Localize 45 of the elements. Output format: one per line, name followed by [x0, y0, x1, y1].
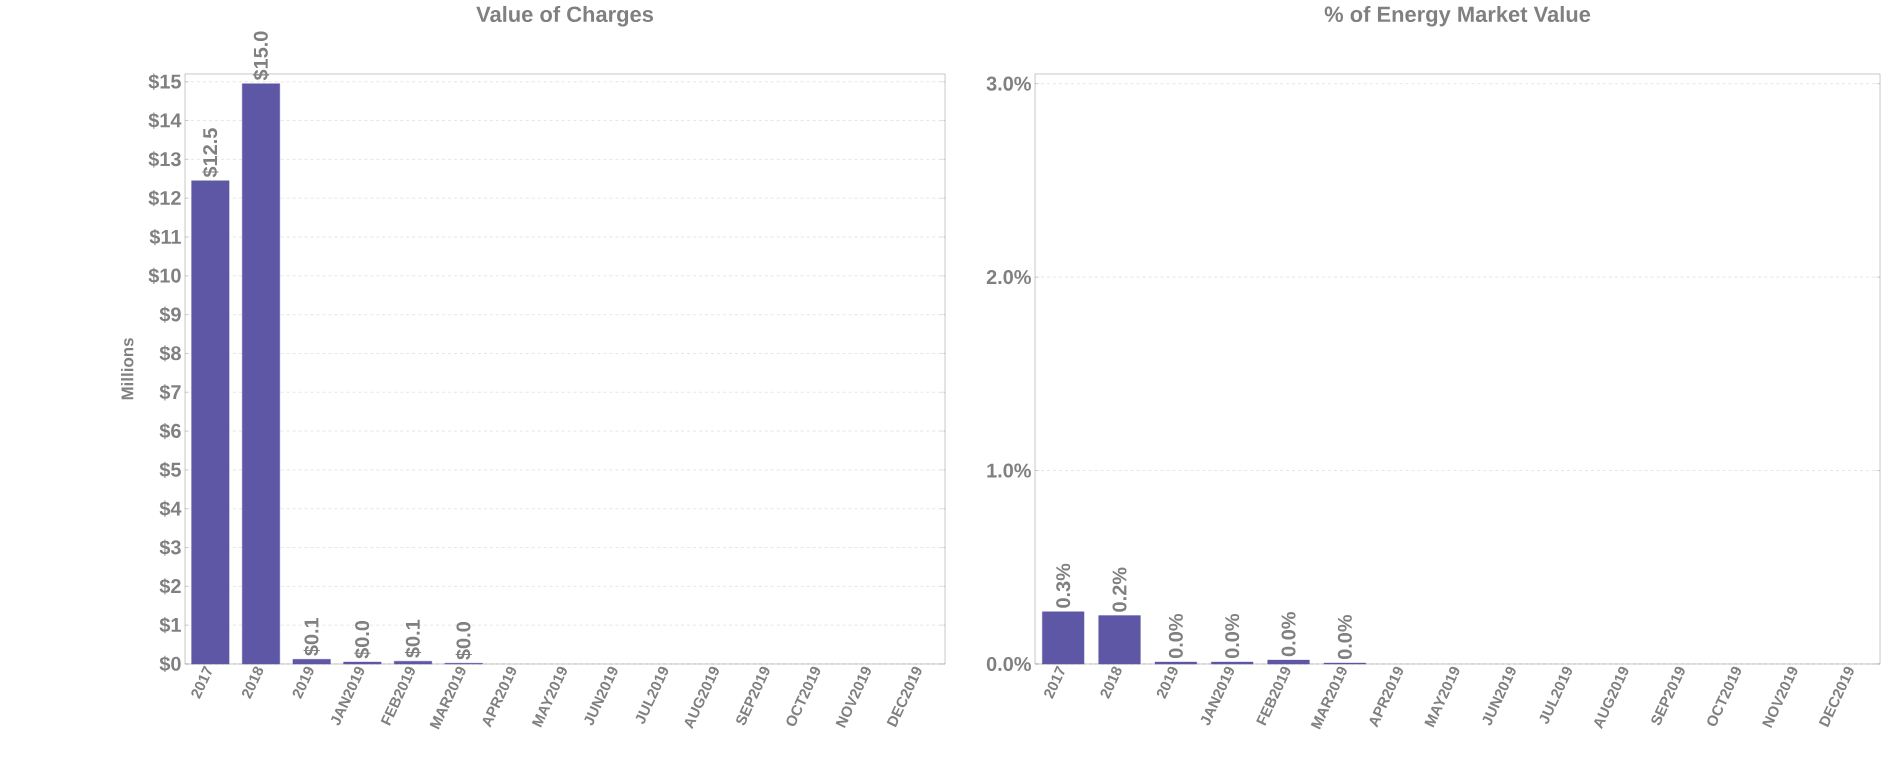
data-label: 0.0% — [1337, 614, 1352, 660]
y-tick-label: 2.0% — [986, 270, 1031, 285]
y-tick-label: $14 — [148, 112, 182, 129]
data-label: $0.0 — [455, 622, 472, 660]
bar — [242, 83, 280, 665]
x-tick-label: 2017 — [191, 665, 212, 700]
y-tick-label: $1 — [159, 617, 181, 634]
y-tick-label: 1.0% — [987, 463, 1031, 478]
chart-title: Value of Charges — [476, 5, 654, 27]
data-label: $0.1 — [404, 619, 422, 658]
y-tick-label: $5 — [159, 461, 181, 479]
data-label: 0.3% — [1056, 563, 1071, 608]
y-tick-label: $7 — [159, 384, 181, 401]
x-tick-label: 2018 — [241, 666, 264, 700]
data-label: $0.1 — [303, 617, 320, 656]
bar — [394, 661, 432, 665]
y-tick-label: $4 — [159, 500, 182, 517]
y-tick-label: $9 — [159, 306, 181, 323]
y-tick-label: $3 — [159, 539, 181, 556]
x-tick-label: 2019 — [1156, 666, 1178, 700]
x-tick-label: 2019 — [292, 666, 314, 700]
x-tick-label: 2017 — [1044, 665, 1065, 700]
y-tick-label: $8 — [159, 345, 181, 362]
y-tick-label: $13 — [148, 151, 181, 168]
bar — [292, 659, 331, 665]
chart-title: % of Energy Market Value — [1324, 5, 1591, 27]
data-label: 0.2% — [1112, 567, 1127, 612]
y-axis-title: Millions — [120, 338, 134, 400]
y-tick-label: $11 — [149, 228, 181, 246]
data-label: 0.0% — [1225, 613, 1240, 659]
bar — [191, 180, 230, 665]
y-tick-label: 3.0% — [986, 76, 1031, 91]
data-label: 0.0% — [1168, 613, 1183, 659]
x-tick-label: 2018 — [1100, 666, 1122, 700]
y-tick-label: $15 — [148, 73, 181, 90]
y-tick-label: $10 — [148, 267, 181, 284]
data-label: 0.0% — [1281, 612, 1296, 657]
y-tick-label: $2 — [159, 578, 181, 595]
y-tick-label: $6 — [159, 422, 181, 440]
y-tick-label: $0 — [159, 655, 181, 673]
data-label: $12.5 — [202, 128, 219, 178]
data-label: $15.0 — [252, 31, 270, 81]
data-label: $0.0 — [354, 620, 371, 659]
y-tick-label: $12 — [148, 190, 181, 207]
y-tick-label: 0.0% — [986, 656, 1031, 672]
